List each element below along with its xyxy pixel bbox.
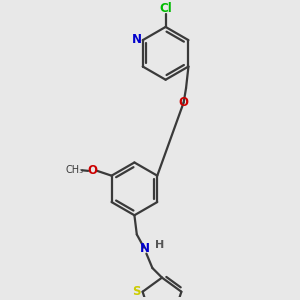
Text: H: H <box>155 240 164 250</box>
Text: Cl: Cl <box>159 2 172 15</box>
Text: O: O <box>178 96 189 109</box>
Text: S: S <box>132 285 141 298</box>
Text: CH₃: CH₃ <box>65 165 83 175</box>
Text: O: O <box>87 164 98 177</box>
Text: N: N <box>132 33 142 46</box>
Text: N: N <box>140 242 150 255</box>
